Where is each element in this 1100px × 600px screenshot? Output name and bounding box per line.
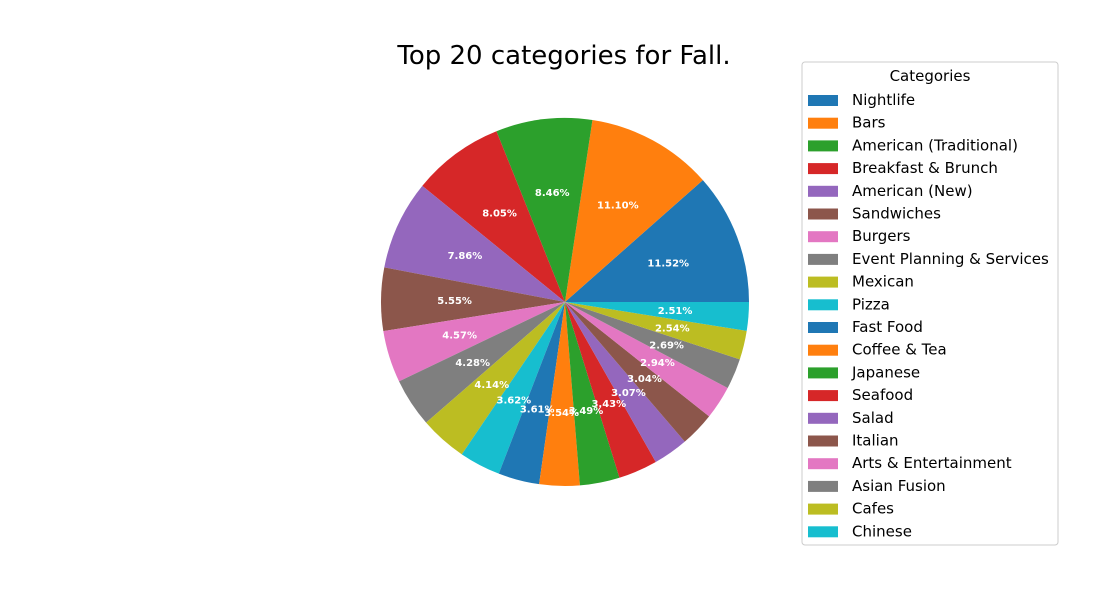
legend-swatch xyxy=(808,185,838,197)
legend-swatch xyxy=(808,503,838,515)
slice-percent-label: 2.51% xyxy=(658,306,693,317)
slice-percent-label: 3.54% xyxy=(544,408,579,419)
slice-percent-label: 3.07% xyxy=(611,388,646,399)
slice-percent-label: 3.61% xyxy=(520,404,555,415)
slice-percent-label: 3.04% xyxy=(627,374,662,385)
slice-percent-label: 8.46% xyxy=(535,188,570,199)
slice-percent-label: 2.69% xyxy=(649,341,684,352)
slice-percent-label: 3.49% xyxy=(569,406,604,417)
slice-percent-label: 2.94% xyxy=(640,358,675,369)
pie-slice xyxy=(565,120,703,302)
slice-percent-label: 4.57% xyxy=(442,330,477,341)
legend-label: Coffee & Tea xyxy=(852,341,947,359)
legend-label: Italian xyxy=(852,432,899,450)
pie-slice xyxy=(381,267,565,332)
pie-slice xyxy=(565,302,620,486)
legend-label: Seafood xyxy=(852,386,913,404)
pie-slice xyxy=(565,180,749,302)
legend-label: Pizza xyxy=(852,295,890,313)
legend-swatch xyxy=(808,412,838,424)
legend-frame xyxy=(801,61,1059,546)
legend-label: Cafes xyxy=(852,500,894,518)
legend-swatch xyxy=(808,458,838,470)
legend-swatch xyxy=(808,526,838,538)
legend-label: Burgers xyxy=(852,227,911,245)
legend-swatch xyxy=(808,344,838,356)
legend-swatch xyxy=(808,253,838,265)
slice-percent-label: 3.62% xyxy=(497,395,532,406)
legend-swatch xyxy=(808,367,838,379)
legend: Categories Nightlife Bars American (Tradit… xyxy=(801,61,1059,546)
pie-slice xyxy=(496,118,593,303)
legend-swatch xyxy=(808,117,838,129)
pie-slice xyxy=(565,302,749,331)
slice-percent-label: 2.54% xyxy=(655,323,690,334)
legend-label: Mexican xyxy=(852,273,914,291)
legend-swatch xyxy=(808,276,838,288)
legend-label: American (Traditional) xyxy=(852,136,1018,154)
slice-percent-label: 4.14% xyxy=(474,380,509,391)
pie-slice xyxy=(498,302,565,485)
pie-slice xyxy=(539,302,580,486)
slice-percent-label: 3.43% xyxy=(591,399,626,410)
legend-swatch xyxy=(808,390,838,402)
legend-items: Nightlife Bars American (Traditional) Break… xyxy=(808,91,1049,540)
pie-slice xyxy=(426,302,565,455)
legend-label: Event Planning & Services xyxy=(852,250,1049,268)
legend-swatch xyxy=(808,95,838,106)
pie-slice xyxy=(565,302,710,442)
legend-label: American (New) xyxy=(852,182,973,200)
pie-slice xyxy=(383,302,565,382)
legend-swatch xyxy=(808,480,838,492)
pie-slice xyxy=(565,302,728,417)
pie-slice xyxy=(565,302,656,478)
legend-label: Salad xyxy=(852,409,894,427)
legend-swatch xyxy=(808,208,838,220)
legend-swatch xyxy=(808,435,838,447)
slice-percent-label: 7.86% xyxy=(448,251,483,262)
legend-label: Breakfast & Brunch xyxy=(852,159,998,177)
pie-slices xyxy=(381,118,749,486)
legend-title: Categories xyxy=(890,67,971,85)
legend-label: Sandwiches xyxy=(852,205,941,223)
legend-swatch xyxy=(808,163,838,175)
legend-label: Arts & Entertainment xyxy=(852,454,1012,472)
pie-slice xyxy=(399,302,565,423)
legend-label: Chinese xyxy=(852,522,912,540)
pie-slice xyxy=(461,302,565,474)
legend-label: Japanese xyxy=(851,363,920,381)
pie-slice xyxy=(565,302,685,463)
slice-percent-label: 5.55% xyxy=(437,296,472,307)
slice-percent-label: 8.05% xyxy=(482,209,517,220)
pie-slice xyxy=(422,131,565,302)
pie-slice xyxy=(384,185,565,302)
slice-percent-label: 11.52% xyxy=(647,258,689,269)
pie-slice xyxy=(565,302,747,360)
chart-title: Top 20 categories for Fall. xyxy=(396,41,730,71)
legend-swatch xyxy=(808,299,838,311)
legend-swatch xyxy=(808,231,838,243)
pie-slice xyxy=(565,302,740,388)
pie-slice-labels: 11.52% 11.10% 8.46% 8.05% 7.86% 5.55% 4.57% 4.2… xyxy=(437,188,692,419)
legend-swatch xyxy=(808,140,838,152)
slice-percent-label: 4.28% xyxy=(455,358,490,369)
legend-label: Fast Food xyxy=(852,318,923,336)
legend-label: Nightlife xyxy=(852,91,915,109)
legend-label: Bars xyxy=(852,114,886,132)
slice-percent-label: 11.10% xyxy=(597,201,639,212)
legend-label: Asian Fusion xyxy=(852,477,946,495)
legend-swatch xyxy=(808,322,838,333)
